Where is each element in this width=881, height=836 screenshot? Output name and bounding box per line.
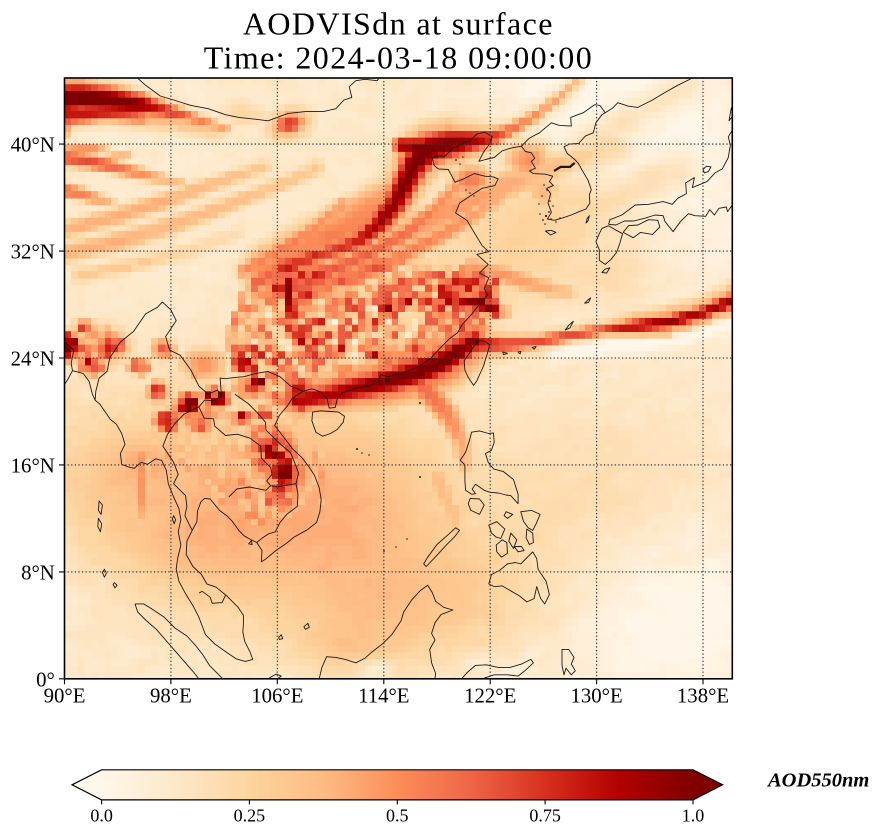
svg-text:40°N: 40°N [11, 134, 55, 157]
svg-text:16°N: 16°N [11, 455, 55, 478]
svg-text:0.75: 0.75 [529, 805, 561, 825]
svg-text:130°E: 130°E [570, 685, 622, 708]
svg-text:138°E: 138°E [677, 685, 729, 708]
svg-text:122°E: 122°E [464, 685, 516, 708]
svg-text:0°: 0° [36, 668, 55, 691]
svg-text:8°N: 8°N [21, 562, 55, 585]
svg-text:0.5: 0.5 [386, 805, 409, 825]
svg-text:32°N: 32°N [11, 241, 55, 264]
svg-text:1.0: 1.0 [682, 805, 705, 825]
svg-text:90°E: 90°E [44, 685, 86, 708]
svg-text:24°N: 24°N [11, 348, 55, 371]
svg-text:AOD550nm: AOD550nm [766, 770, 869, 792]
svg-text:106°E: 106°E [251, 685, 303, 708]
svg-text:0.25: 0.25 [234, 805, 266, 825]
svg-text:Time: 2024-03-18 09:00:00: Time: 2024-03-18 09:00:00 [204, 40, 593, 76]
svg-text:AODVISdn at surface: AODVISdn at surface [243, 6, 554, 42]
svg-text:114°E: 114°E [358, 685, 409, 708]
svg-text:98°E: 98°E [150, 685, 192, 708]
svg-text:0.0: 0.0 [90, 805, 113, 825]
